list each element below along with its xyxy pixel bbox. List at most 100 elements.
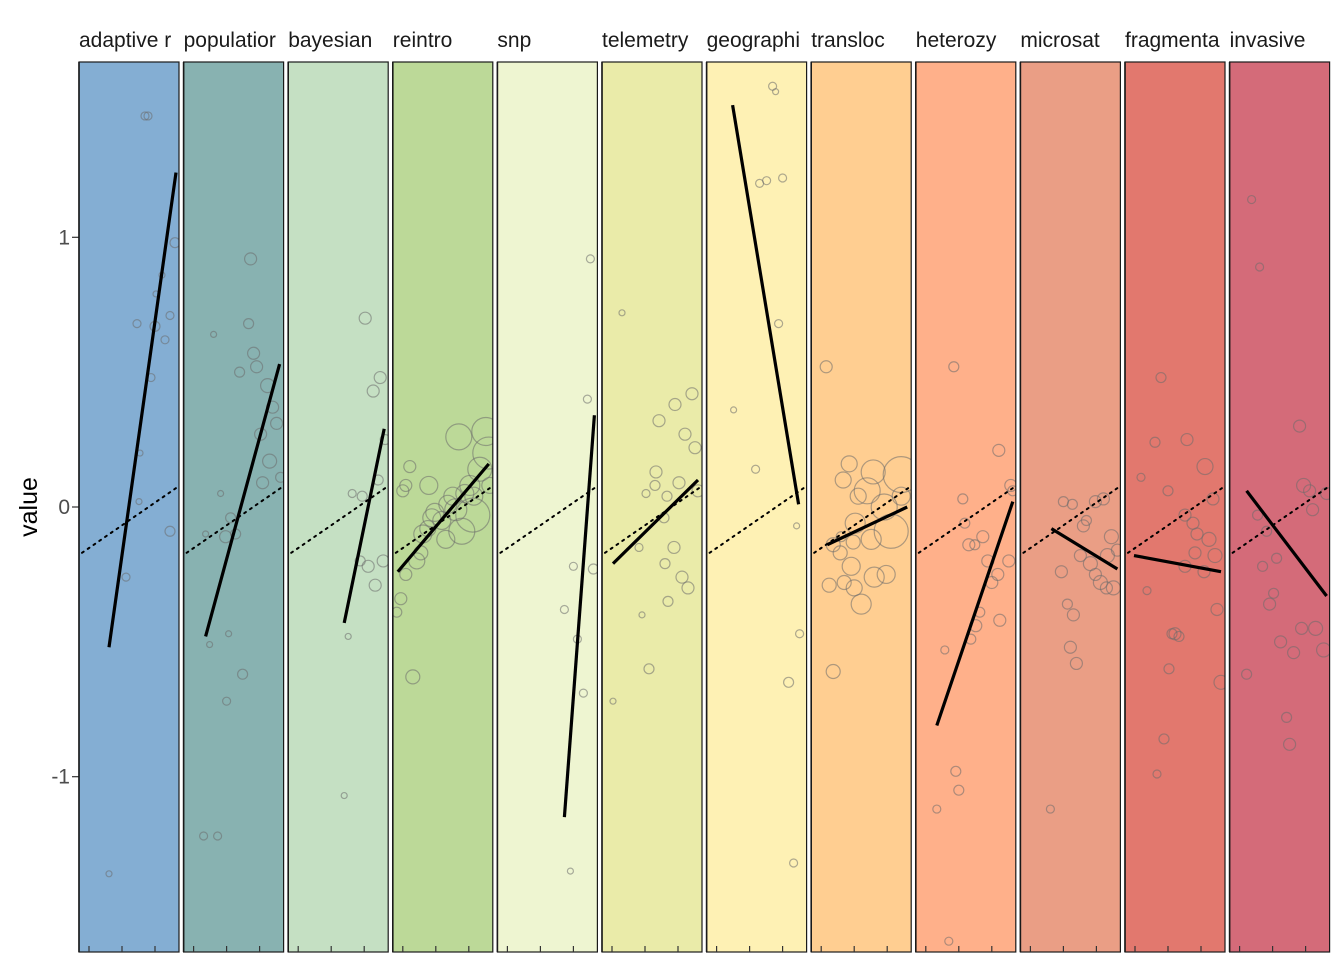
- facet-background: [602, 62, 702, 952]
- data-point: [436, 529, 456, 549]
- data-point: [834, 471, 852, 489]
- data-point: [399, 567, 413, 582]
- facet-title: microsat: [1020, 29, 1100, 52]
- data-point: [891, 486, 911, 506]
- facet-background: [811, 62, 912, 952]
- data-point: [444, 498, 468, 522]
- data-point: [959, 517, 971, 529]
- data-point: [1088, 495, 1103, 509]
- data-point: [1273, 635, 1288, 649]
- data-point: [143, 111, 153, 121]
- data-point: [1066, 608, 1081, 622]
- facet-title: adaptive r: [79, 29, 171, 52]
- facet-title: bayesian: [288, 29, 372, 52]
- data-point: [860, 528, 882, 550]
- data-point: [993, 613, 1007, 627]
- facet-background: [392, 62, 493, 952]
- data-point: [853, 477, 881, 505]
- data-point: [225, 630, 233, 638]
- data-point: [668, 397, 682, 412]
- data-point: [976, 530, 990, 544]
- data-point: [944, 936, 954, 946]
- data-point: [1206, 492, 1220, 506]
- data-point: [1149, 436, 1161, 448]
- reference-line: [499, 487, 596, 554]
- data-point: [202, 530, 210, 538]
- data-point: [210, 330, 218, 338]
- data-point: [1197, 565, 1211, 579]
- trend-line: [204, 363, 282, 637]
- data-point: [761, 176, 772, 186]
- reference-line: [290, 487, 387, 554]
- data-point: [681, 581, 695, 595]
- data-point: [1180, 432, 1194, 447]
- reference-line: [917, 487, 1014, 554]
- data-point: [361, 559, 375, 573]
- data-point: [1163, 663, 1175, 675]
- data-point: [217, 489, 225, 498]
- data-point: [849, 487, 867, 505]
- data-point: [950, 765, 962, 777]
- data-point: [356, 490, 368, 502]
- facet-background: [1020, 62, 1121, 952]
- data-point: [1270, 552, 1283, 564]
- data-point: [1267, 587, 1280, 599]
- data-point: [1262, 597, 1277, 611]
- data-point: [1099, 581, 1114, 595]
- data-point: [455, 497, 491, 533]
- data-point: [481, 476, 493, 495]
- facet-panel: microsat: [1019, 29, 1122, 953]
- data-point: [445, 423, 473, 451]
- data-point: [794, 629, 805, 639]
- data-point: [244, 252, 258, 266]
- data-point: [675, 570, 689, 584]
- data-point: [358, 311, 372, 325]
- data-point: [1103, 529, 1120, 545]
- data-point: [368, 578, 382, 592]
- data-point: [164, 525, 176, 537]
- data-point: [1201, 531, 1217, 547]
- facet-background: [1229, 62, 1330, 952]
- reference-line: [813, 487, 910, 554]
- data-point: [1173, 630, 1185, 643]
- data-point: [1063, 640, 1078, 654]
- data-point: [213, 831, 223, 841]
- data-point: [845, 579, 863, 597]
- data-point: [169, 237, 179, 249]
- facet-title: invasive: [1230, 29, 1306, 52]
- data-point: [850, 593, 872, 615]
- facet-background: [915, 62, 1016, 952]
- data-point: [1158, 733, 1170, 745]
- facet-title: telemetry: [602, 29, 689, 52]
- data-point: [471, 416, 493, 447]
- reference-line: [708, 487, 805, 554]
- data-point: [199, 831, 209, 841]
- reference-line: [604, 487, 700, 554]
- data-point: [1178, 508, 1192, 522]
- data-point: [841, 556, 861, 576]
- data-point: [667, 540, 681, 555]
- data-point: [685, 387, 699, 401]
- data-point: [957, 493, 969, 505]
- data-point: [1294, 621, 1309, 635]
- data-point: [729, 406, 738, 414]
- data-point: [969, 539, 981, 551]
- data-point: [376, 554, 389, 568]
- data-point: [1188, 546, 1202, 560]
- facet-title: snp: [497, 29, 531, 52]
- data-point: [270, 416, 284, 430]
- data-point: [1061, 598, 1074, 610]
- facet-background: [497, 62, 598, 952]
- data-point: [1069, 656, 1084, 671]
- data-point: [578, 688, 589, 698]
- reference-line: [1127, 487, 1223, 554]
- data-point: [649, 479, 661, 492]
- data-point: [652, 414, 666, 428]
- data-point: [344, 632, 352, 641]
- data-point: [672, 476, 686, 490]
- facet-plot-area: [185, 252, 284, 841]
- data-point: [641, 488, 651, 499]
- data-point: [773, 319, 784, 329]
- data-point: [836, 574, 852, 591]
- y-tick-label: 1: [58, 226, 70, 249]
